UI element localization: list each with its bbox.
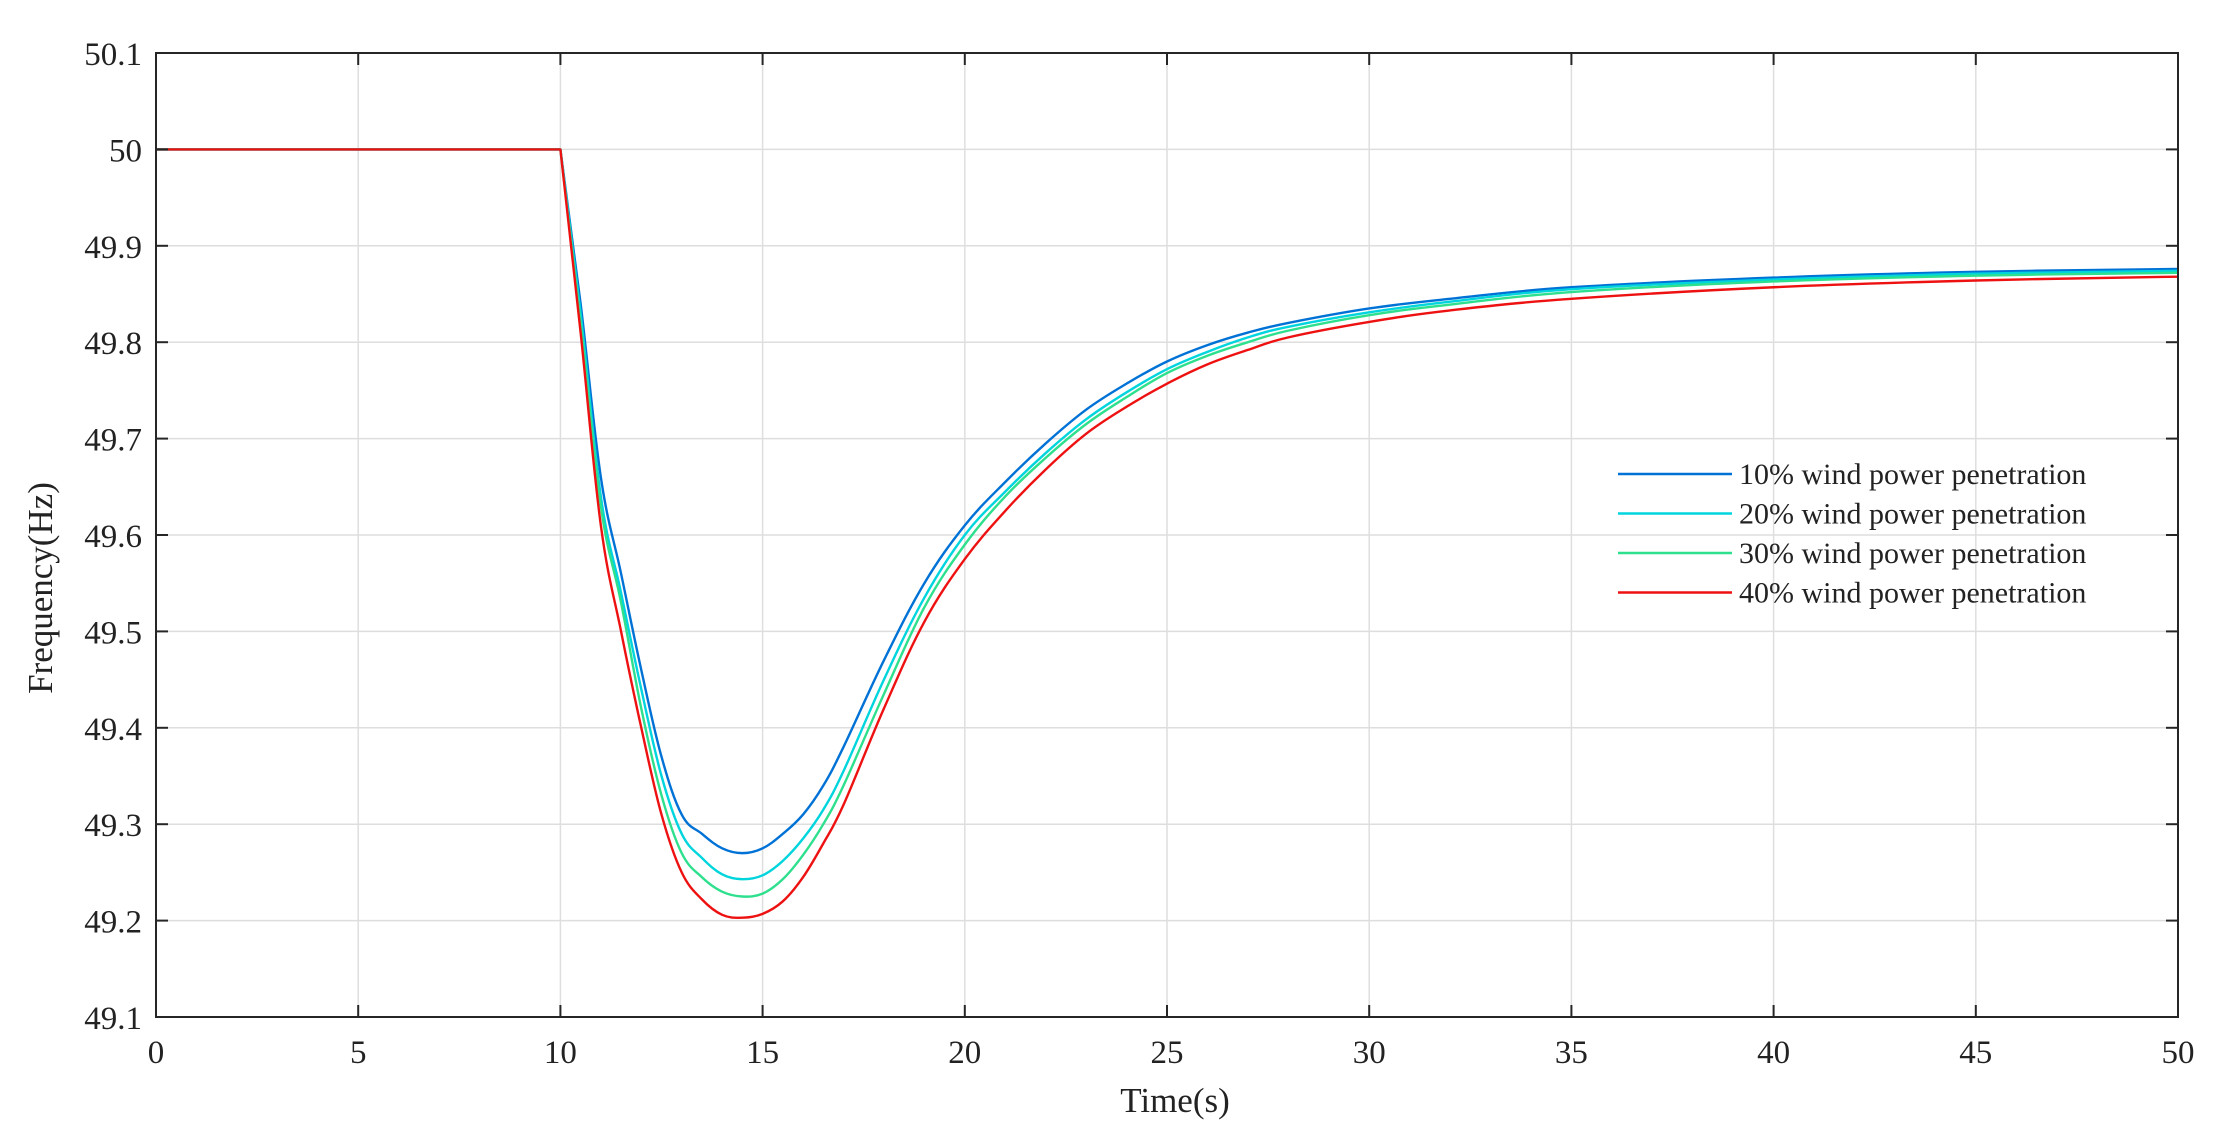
legend-label-2: 20% wind power penetration (1739, 498, 2086, 531)
x-tick-label: 5 (350, 1035, 367, 1071)
x-axis-label: Time(s) (1120, 1081, 1230, 1120)
x-tick-label: 35 (1555, 1035, 1588, 1071)
x-tick-label: 25 (1151, 1035, 1184, 1071)
y-tick-label: 49.2 (84, 905, 142, 941)
y-tick-label: 49.3 (84, 808, 142, 844)
series-line-2 (156, 148, 2179, 881)
x-tick-label: 50 (2162, 1035, 2195, 1071)
x-tick-label: 10 (544, 1035, 577, 1071)
legend-label-3: 30% wind power penetration (1739, 537, 2086, 570)
x-tick-labels: 0 5 10 15 20 25 30 35 40 45 50 (148, 1035, 2195, 1071)
y-tick-label: 49.1 (84, 1001, 142, 1037)
x-tick-label: 45 (1959, 1035, 1992, 1071)
x-tick-label: 40 (1757, 1035, 1790, 1071)
y-tick-label: 50.1 (84, 37, 142, 73)
y-tick-label: 49.5 (84, 615, 142, 651)
y-tick-label: 49.6 (84, 519, 142, 555)
x-tick-label: 15 (746, 1035, 779, 1071)
y-tick-label: 49.8 (84, 326, 142, 362)
y-tick-label: 50 (109, 133, 142, 169)
x-tick-label: 0 (148, 1035, 165, 1071)
y-axis-label: Frequency(Hz) (21, 482, 60, 694)
x-tick-label: 20 (948, 1035, 981, 1071)
y-tick-label: 49.9 (84, 230, 142, 266)
series-lines (156, 148, 2179, 919)
x-tick-label: 30 (1353, 1035, 1386, 1071)
ticks (155, 52, 2179, 1018)
series-line-1 (156, 148, 2179, 855)
legend: 10% wind power penetration 20% wind power… (1618, 458, 2086, 610)
legend-label-4: 40% wind power penetration (1739, 577, 2086, 610)
series-line-4 (156, 148, 2179, 919)
y-tick-labels: 49.1 49.2 49.3 49.4 49.5 49.6 49.7 49.8 49.9 50 50… (84, 37, 142, 1037)
legend-label-1: 10% wind power penetration (1739, 458, 2086, 491)
series-line-3 (156, 148, 2179, 898)
y-tick-label: 49.4 (84, 712, 142, 748)
y-tick-label: 49.7 (84, 423, 142, 459)
